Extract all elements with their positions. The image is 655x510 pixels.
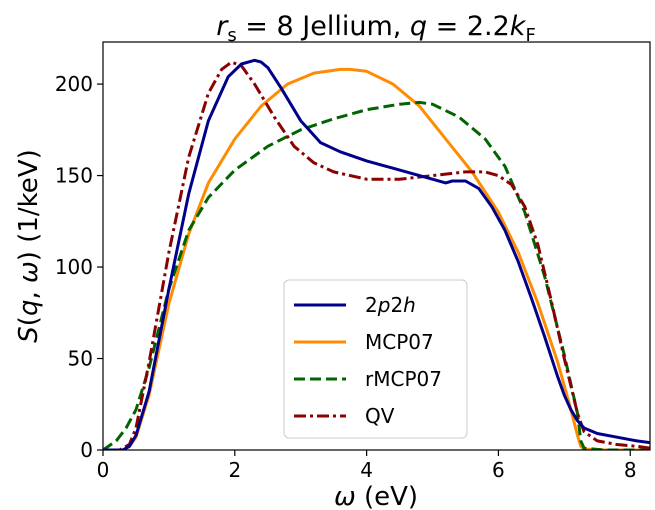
y-label-omega: ω xyxy=(14,261,44,283)
series-line-2p2h xyxy=(103,58,650,450)
series-line-mcp07 xyxy=(103,67,650,450)
y-tick-label: 0 xyxy=(80,438,93,462)
title-eq2: = 2.2 xyxy=(427,11,510,42)
legend-label-rmcp07: rMCP07 xyxy=(365,367,442,391)
y-tick-label: 100 xyxy=(55,255,93,279)
x-tick-label: 6 xyxy=(492,458,505,482)
title-r-sub: s xyxy=(227,25,236,46)
y-tick-label: 200 xyxy=(55,72,93,96)
title-r: r xyxy=(216,11,229,42)
x-axis-label: ω (eV) xyxy=(334,482,418,510)
legend-2p2h-pre: 2 xyxy=(365,293,378,317)
y-label-q: q xyxy=(14,300,44,317)
y-label-close: ) xyxy=(14,251,44,261)
title-k-sub: F xyxy=(525,25,535,46)
chart-title: rs = 8 Jellium, q = 2.2kF xyxy=(216,11,536,46)
series-layer xyxy=(103,58,650,450)
title-k: k xyxy=(510,11,527,42)
y-tick-label: 50 xyxy=(68,347,93,371)
title-q: q xyxy=(410,11,427,42)
x-tick-label: 2 xyxy=(228,458,241,482)
y-tick-label: 150 xyxy=(55,164,93,188)
legend: 2p2h MCP07 rMCP07 QV xyxy=(283,279,468,439)
y-label-comma: , xyxy=(14,283,44,300)
tick-layer: 0 2 4 6 8 0 50 100 150 200 xyxy=(55,72,637,482)
y-label-S: S xyxy=(14,326,44,343)
title-eq1: = 8 Jellium, xyxy=(237,11,410,42)
x-label-unit: (eV) xyxy=(356,482,418,510)
x-tick-label: 4 xyxy=(360,458,373,482)
legend-box xyxy=(283,279,468,439)
y-label-open: ( xyxy=(14,316,44,326)
legend-label-qv: QV xyxy=(365,404,395,428)
y-axis-label: S(q, ω) (1/keV) xyxy=(14,149,44,342)
legend-2p2h-p: p xyxy=(377,293,391,317)
legend-label-2p2h: 2p2h xyxy=(365,293,416,317)
y-label-unit: (1/keV) xyxy=(14,149,44,251)
legend-label-mcp07: MCP07 xyxy=(365,330,434,354)
x-tick-label: 0 xyxy=(97,458,110,482)
legend-2p2h-h: h xyxy=(403,293,416,317)
x-tick-label: 8 xyxy=(624,458,637,482)
legend-2p2h-mid: 2 xyxy=(390,293,403,317)
series-line-rmcp07 xyxy=(103,100,650,450)
x-label-symbol: ω xyxy=(334,482,356,510)
series-line-qv xyxy=(103,60,650,450)
plot-frame xyxy=(102,41,651,451)
